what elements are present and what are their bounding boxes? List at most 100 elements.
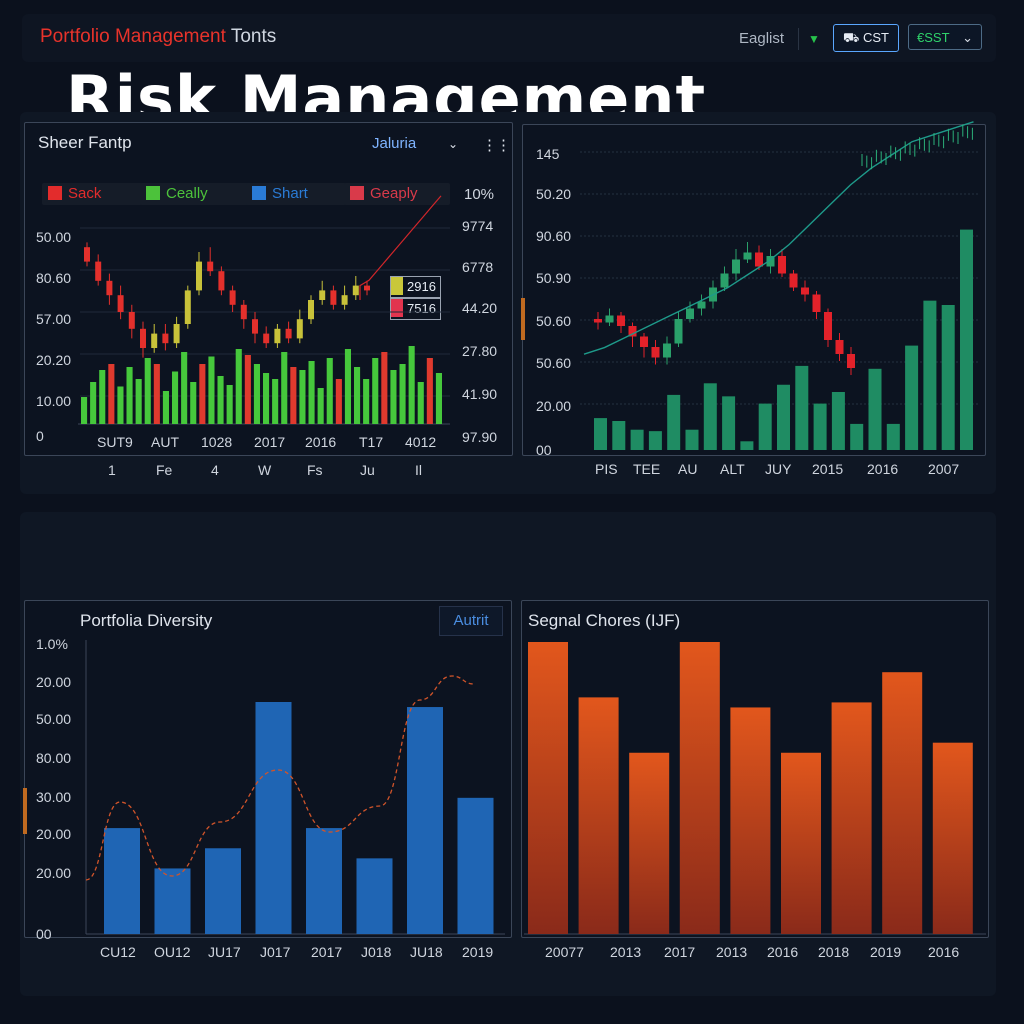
sst-button-label: SST xyxy=(924,30,950,45)
candle-body xyxy=(151,333,158,348)
cst-button[interactable]: ⛟ CST xyxy=(833,24,899,52)
bar xyxy=(679,642,720,934)
language-selector[interactable]: Eaglist xyxy=(739,30,785,47)
volume-bar xyxy=(372,358,379,424)
y-axis-tick-label: 44.20 xyxy=(462,300,498,316)
candle-body xyxy=(106,280,113,296)
volume-bar xyxy=(612,421,626,450)
bar xyxy=(255,702,292,934)
volume-bar xyxy=(272,379,279,424)
y-axis-tick-label: 145 xyxy=(536,146,560,162)
bar xyxy=(457,797,494,934)
x-axis-tick-label: 2018 xyxy=(818,944,850,960)
candle-body xyxy=(252,319,258,334)
volume-bar xyxy=(308,361,315,424)
candle-body xyxy=(308,300,314,320)
candle-body xyxy=(674,319,683,344)
volume-bar xyxy=(135,379,142,424)
panel1-title: Sheer Fantp xyxy=(38,133,132,152)
y-axis-tick-label: 50.90 xyxy=(536,270,572,286)
volume-bar xyxy=(740,441,754,450)
volume-bar xyxy=(217,376,224,424)
volume-bar xyxy=(117,386,124,424)
candle-body xyxy=(720,273,729,288)
candle-body xyxy=(341,295,348,305)
candle-body xyxy=(801,287,809,295)
volume-bar xyxy=(344,349,351,424)
volume-bar xyxy=(703,383,717,450)
candle-body xyxy=(296,319,303,339)
volume-bar xyxy=(648,431,662,450)
volume-bar xyxy=(208,356,215,424)
volume-bar xyxy=(941,305,955,450)
volume-bar xyxy=(281,352,288,424)
legend-item-shart[interactable]: Shart xyxy=(246,183,346,205)
y-axis-tick-label: 41.90 xyxy=(462,386,498,402)
volume-bar xyxy=(594,418,607,450)
legend-item-geaply[interactable]: Geaply xyxy=(344,183,450,205)
y-axis-tick-label: 20.20 xyxy=(36,352,72,368)
volume-bar xyxy=(381,352,388,424)
candle-body xyxy=(196,261,202,291)
bar xyxy=(205,848,241,934)
x-axis-tick-label: 2016 xyxy=(767,944,799,960)
candle-body xyxy=(732,259,740,274)
x-axis-tick-label: 2016 xyxy=(867,461,899,477)
x-axis-tick-label: T17 xyxy=(359,434,384,450)
trend-curve xyxy=(85,675,475,881)
y-axis-tick-label: 50.00 xyxy=(36,711,72,727)
x-axis-tick-label: 2015 xyxy=(812,461,844,477)
grid-icon[interactable]: ⋮⋮ xyxy=(482,137,511,154)
scroll-marker[interactable] xyxy=(23,788,27,834)
bar xyxy=(528,642,568,934)
candle-body xyxy=(835,340,844,354)
volume-bar xyxy=(190,382,197,424)
y-axis-tick-label: 50.00 xyxy=(36,229,72,245)
candle-body xyxy=(184,290,191,324)
scroll-marker[interactable] xyxy=(521,298,525,340)
candle-body xyxy=(824,312,832,340)
sst-button[interactable]: €SST ⌄ xyxy=(908,24,982,50)
volume-bar xyxy=(90,382,97,424)
x-axis-tick-label: Fs xyxy=(307,462,323,478)
x-axis-tick-label: JUY xyxy=(765,461,792,477)
volume-bar xyxy=(253,364,260,424)
truck-icon: ⛟ xyxy=(843,30,860,45)
candle-body xyxy=(117,295,124,312)
x-axis-tick-label: ALT xyxy=(720,461,745,477)
bar xyxy=(154,868,191,934)
y-axis-tick-label: 1.0% xyxy=(36,636,68,652)
volume-bar xyxy=(299,370,306,424)
y-axis-tick-label: 9774 xyxy=(462,218,494,234)
bar xyxy=(831,702,872,934)
volume-bar xyxy=(417,382,424,424)
y-axis-tick-label: 0 xyxy=(36,428,44,444)
y-axis-tick-label: 97.90 xyxy=(462,429,498,445)
chevron-down-icon[interactable]: ▼ xyxy=(808,32,820,46)
x-axis-tick-label: 4 xyxy=(211,462,219,478)
bar xyxy=(104,828,140,934)
volume-bar xyxy=(399,364,406,424)
candle-body xyxy=(319,290,326,300)
y-axis-tick-label: 80.60 xyxy=(36,270,72,286)
volume-bar xyxy=(144,358,151,424)
panel1-dropdown[interactable]: Jaluria xyxy=(372,135,417,152)
legend-item-sack[interactable]: Sack xyxy=(42,183,142,205)
x-axis-tick-label: J018 xyxy=(361,944,392,960)
legend-item-ceally[interactable]: Ceally xyxy=(140,183,252,205)
x-axis-tick-label: 2019 xyxy=(870,944,902,960)
x-axis-tick-label: J017 xyxy=(260,944,291,960)
chevron-down-icon[interactable]: ⌄ xyxy=(448,137,459,151)
autrit-button[interactable]: Autrit xyxy=(439,606,503,636)
y-axis-tick-label: 20.00 xyxy=(36,674,72,690)
candle-body xyxy=(263,333,270,344)
x-axis-tick-label: JU17 xyxy=(208,944,241,960)
volume-bar xyxy=(244,355,251,424)
price-tag-swatch xyxy=(391,277,403,295)
top-bar: Portfolio Management Tonts Eaglist ▼ ⛟ C… xyxy=(22,14,996,62)
bar xyxy=(306,828,342,934)
volume-bar xyxy=(795,365,809,450)
